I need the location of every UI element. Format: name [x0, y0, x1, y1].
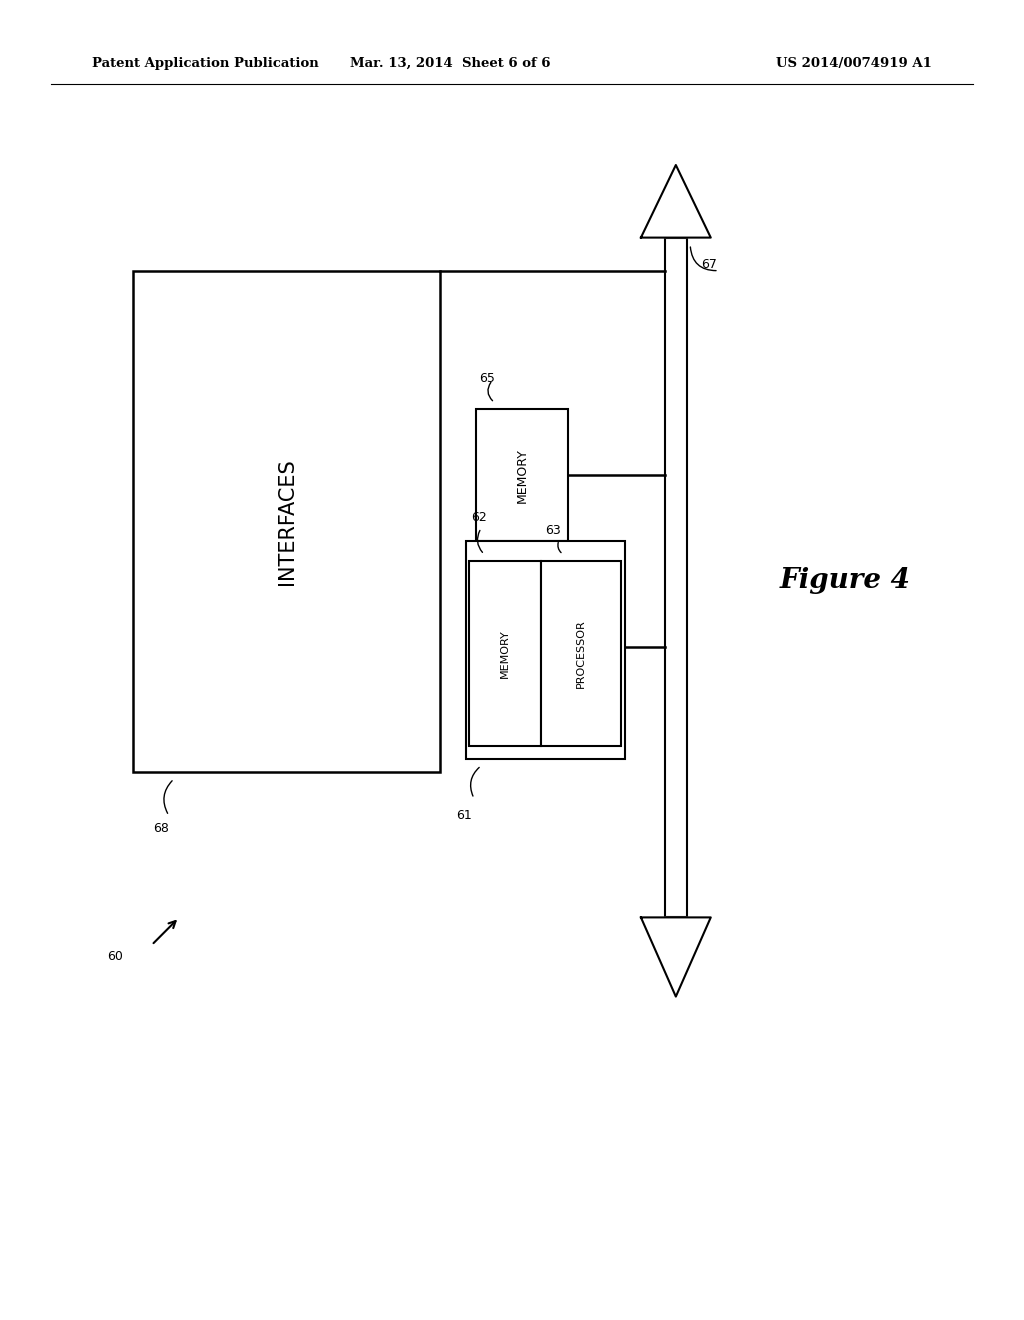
Text: 61: 61 [456, 809, 471, 822]
Text: 62: 62 [471, 511, 486, 524]
Text: MEMORY: MEMORY [500, 630, 510, 677]
Text: 68: 68 [154, 822, 170, 836]
Text: US 2014/0074919 A1: US 2014/0074919 A1 [776, 57, 932, 70]
Text: Mar. 13, 2014  Sheet 6 of 6: Mar. 13, 2014 Sheet 6 of 6 [350, 57, 551, 70]
Polygon shape [641, 917, 711, 997]
Bar [133, 271, 440, 772]
Text: 65: 65 [479, 372, 496, 385]
Bar [469, 561, 541, 746]
Bar [541, 561, 621, 746]
Text: MEMORY: MEMORY [516, 447, 528, 503]
Text: Figure 4: Figure 4 [779, 568, 910, 594]
Text: PROCESSOR: PROCESSOR [575, 619, 586, 688]
Text: 67: 67 [701, 257, 718, 271]
Bar [476, 409, 568, 541]
Bar [665, 238, 687, 917]
Polygon shape [641, 165, 711, 238]
Text: 60: 60 [108, 950, 124, 964]
Text: Patent Application Publication: Patent Application Publication [92, 57, 318, 70]
Text: 63: 63 [545, 524, 560, 537]
Text: INTERFACES: INTERFACES [276, 458, 297, 585]
Bar [466, 541, 625, 759]
